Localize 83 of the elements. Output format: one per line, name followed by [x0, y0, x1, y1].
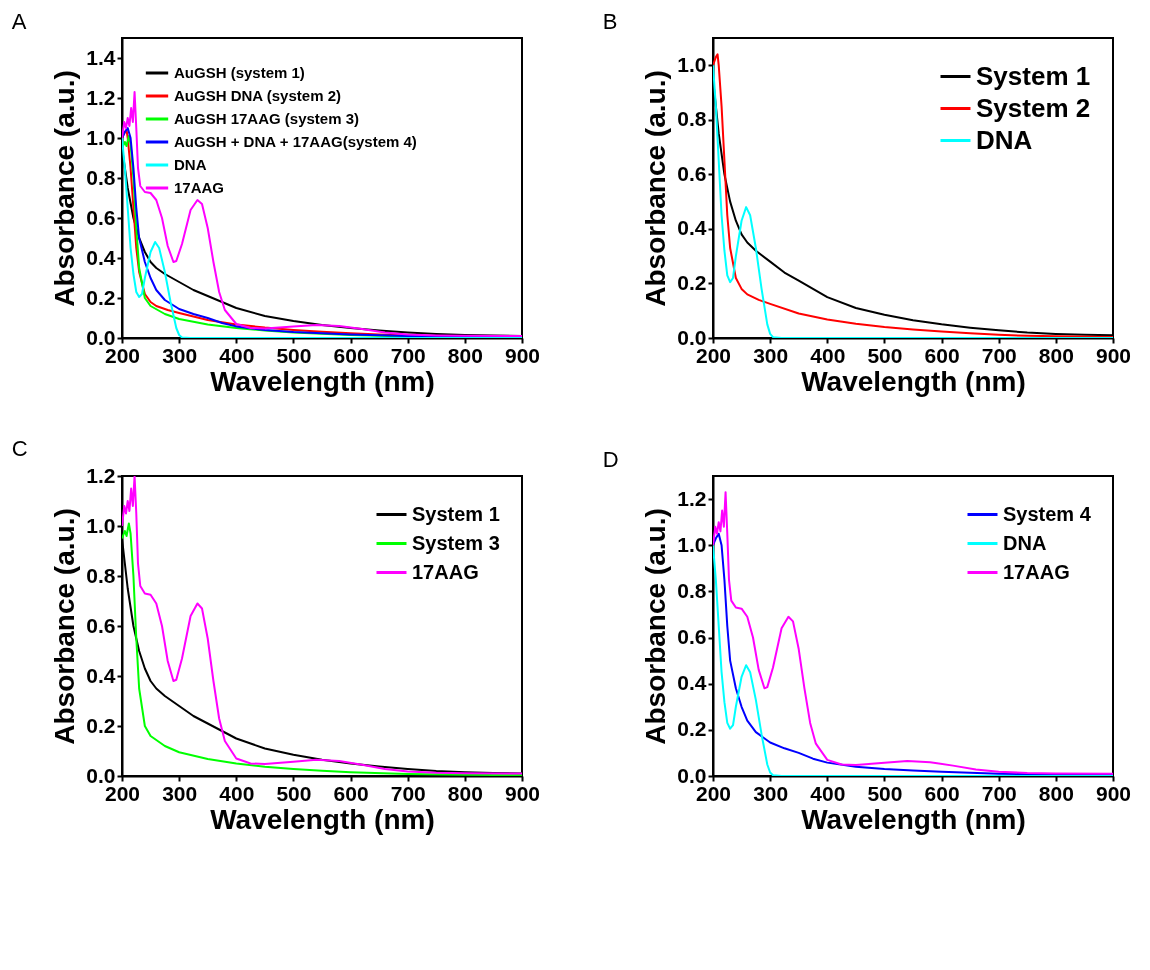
y-tick-label: 0.0 — [86, 763, 116, 787]
y-axis-title: Absorbance (a.u.) — [640, 508, 672, 745]
legend-label: System 3 — [412, 531, 500, 554]
y-tick-label: 1.2 — [86, 85, 116, 109]
y-axis-title: Absorbance (a.u.) — [49, 70, 81, 307]
x-tick-label: 400 — [810, 781, 846, 805]
y-tick-label: 0.0 — [86, 325, 116, 349]
x-tick-label: 500 — [867, 343, 903, 367]
x-tick-label: 300 — [753, 781, 789, 805]
y-tick-label: 0.6 — [86, 205, 116, 229]
y-tick-label: 0.4 — [677, 671, 707, 695]
y-tick-label: 0.6 — [86, 613, 116, 637]
x-axis-title: Wavelength (nm) — [210, 365, 435, 397]
x-tick-label: 700 — [390, 781, 426, 805]
legend-label: System 2 — [976, 92, 1091, 123]
y-tick-label: 0.8 — [86, 563, 116, 587]
x-axis-title: Wavelength (nm) — [210, 803, 435, 835]
x-tick-label: 300 — [753, 343, 789, 367]
y-tick-label: 1.0 — [677, 52, 707, 76]
x-tick-label: 500 — [867, 781, 903, 805]
y-tick-label: 1.2 — [677, 486, 707, 510]
x-tick-label: 900 — [504, 781, 541, 805]
x-tick-label: 300 — [162, 343, 198, 367]
x-tick-label: 800 — [447, 343, 483, 367]
legend-label: DNA — [1003, 531, 1047, 554]
y-tick-label: 0.2 — [86, 285, 116, 309]
legend-label: DNA — [174, 156, 207, 173]
y-tick-label: 0.8 — [677, 107, 707, 131]
x-tick-label: 800 — [1038, 343, 1074, 367]
y-tick-label: 0.0 — [677, 763, 707, 787]
legend-label: AuGSH (system 1) — [174, 64, 305, 81]
x-axis-title: Wavelength (nm) — [801, 803, 1026, 835]
x-tick-label: 600 — [924, 781, 960, 805]
y-tick-label: 0.6 — [677, 625, 707, 649]
y-tick-label: 1.0 — [86, 125, 116, 149]
x-tick-label: 600 — [333, 343, 369, 367]
x-tick-label: 300 — [162, 781, 198, 805]
legend-label: 17AAG — [412, 560, 479, 583]
x-tick-label: 700 — [981, 781, 1017, 805]
legend-label: AuGSH 17AAG (system 3) — [174, 110, 360, 127]
chart-title: B — [602, 9, 618, 34]
x-tick-label: 500 — [276, 781, 312, 805]
legend-label: System 4 — [1003, 502, 1092, 525]
y-tick-label: 1.4 — [86, 45, 116, 69]
x-tick-label: 400 — [810, 343, 846, 367]
y-tick-label: 1.2 — [86, 463, 116, 487]
y-tick-label: 0.4 — [86, 245, 116, 269]
y-tick-label: 0.8 — [86, 165, 116, 189]
x-tick-label: 900 — [1095, 781, 1132, 805]
x-tick-label: 800 — [1038, 781, 1074, 805]
chart-title: D — [602, 447, 619, 472]
x-tick-label: 400 — [219, 781, 255, 805]
legend-label: System 1 — [976, 60, 1091, 91]
legend-label: AuGSH + DNA + 17AAG(system 4) — [174, 133, 417, 150]
x-tick-label: 700 — [390, 343, 426, 367]
y-tick-label: 0.4 — [86, 663, 116, 687]
y-tick-label: 0.6 — [677, 161, 707, 185]
x-tick-label: 900 — [504, 343, 541, 367]
chart-title: C — [11, 436, 28, 461]
y-tick-label: 0.8 — [677, 578, 707, 602]
legend-label: System 1 — [412, 502, 500, 525]
y-tick-label: 0.2 — [677, 717, 707, 741]
chart-title: A — [11, 9, 27, 34]
x-axis-title: Wavelength (nm) — [801, 365, 1026, 397]
y-tick-label: 1.0 — [677, 532, 707, 556]
y-tick-label: 0.4 — [677, 216, 707, 240]
legend-label: AuGSH DNA (system 2) — [174, 87, 341, 104]
x-tick-label: 600 — [924, 343, 960, 367]
x-tick-label: 900 — [1095, 343, 1132, 367]
y-tick-label: 0.0 — [677, 325, 707, 349]
x-tick-label: 500 — [276, 343, 312, 367]
x-tick-label: 800 — [447, 781, 483, 805]
legend-label: 17AAG — [1003, 560, 1070, 583]
x-tick-label: 700 — [981, 343, 1017, 367]
y-axis-title: Absorbance (a.u.) — [49, 508, 81, 745]
y-tick-label: 0.2 — [86, 713, 116, 737]
x-tick-label: 600 — [333, 781, 369, 805]
y-tick-label: 1.0 — [86, 513, 116, 537]
legend-label: DNA — [976, 124, 1033, 155]
y-tick-label: 0.2 — [677, 270, 707, 294]
y-axis-title: Absorbance (a.u.) — [640, 70, 672, 307]
legend-label: 17AAG — [174, 179, 225, 196]
x-tick-label: 400 — [219, 343, 255, 367]
